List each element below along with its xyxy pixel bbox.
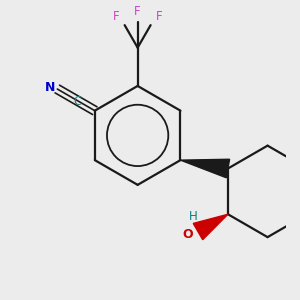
Text: F: F: [113, 10, 120, 23]
Polygon shape: [193, 214, 228, 240]
Text: F: F: [134, 5, 141, 18]
Text: C: C: [74, 95, 82, 108]
Polygon shape: [181, 159, 230, 178]
Text: O: O: [182, 227, 193, 241]
Text: N: N: [44, 81, 55, 94]
Text: F: F: [156, 10, 162, 23]
Text: H: H: [189, 210, 197, 223]
